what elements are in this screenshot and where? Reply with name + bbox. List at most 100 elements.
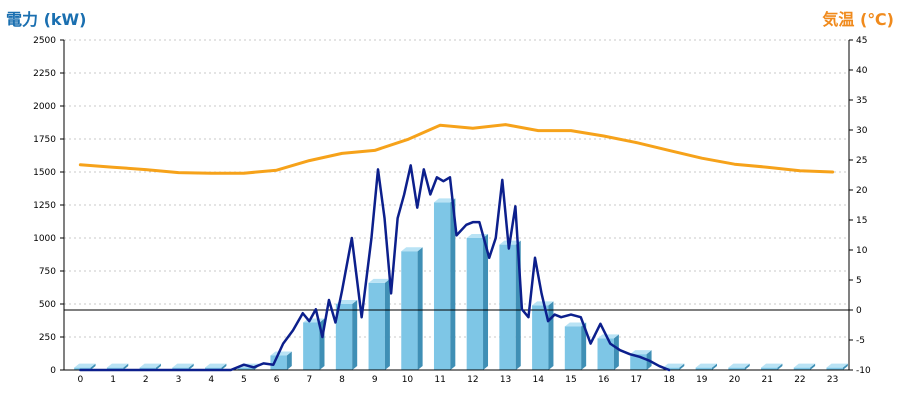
right-tick-label: -10	[856, 366, 871, 376]
bar-top	[761, 363, 783, 368]
bar-top	[662, 363, 685, 368]
bar-side	[221, 363, 227, 370]
x-tick-label: 1	[110, 375, 116, 385]
x-tick-label: 18	[663, 375, 675, 385]
bar-front	[793, 367, 811, 370]
right-tick-label: 25	[856, 156, 867, 166]
left-tick-label: 1750	[33, 135, 56, 145]
right-tick-label: 20	[856, 186, 868, 196]
bar-top	[695, 363, 717, 368]
bar-front	[237, 367, 255, 370]
bar-side	[450, 198, 456, 370]
left-tick-label: 1500	[33, 168, 56, 178]
bar-front	[401, 251, 418, 370]
x-tick-label: 19	[696, 375, 708, 385]
bar-side	[744, 363, 750, 370]
x-tick-label: 13	[500, 375, 511, 385]
left-tick-label: 2000	[33, 102, 56, 112]
x-tick-label: 5	[241, 375, 247, 385]
x-tick-label: 16	[598, 375, 610, 385]
bar-side	[810, 363, 816, 370]
bar-top	[630, 350, 652, 355]
right-tick-label: 15	[856, 216, 867, 226]
right-tick-label: 40	[856, 66, 868, 76]
bar-front	[564, 326, 582, 370]
left-tick-label: 1250	[33, 201, 56, 211]
bar-top	[793, 363, 816, 368]
bar-front	[728, 367, 745, 370]
bar-side	[417, 247, 423, 370]
bar-front	[597, 338, 614, 370]
bar-front	[335, 304, 353, 370]
x-tick-label: 3	[176, 375, 182, 385]
x-tick-label: 15	[565, 375, 576, 385]
right-tick-label: 35	[856, 96, 867, 106]
x-tick-label: 22	[794, 375, 805, 385]
bar-top	[433, 198, 456, 203]
bar-side	[548, 301, 554, 370]
bar-top	[270, 351, 292, 356]
x-tick-label: 2	[143, 375, 149, 385]
bar-top	[564, 322, 587, 327]
right-tick-label: 45	[856, 36, 867, 46]
bar-side	[679, 363, 685, 370]
bar-side	[777, 363, 783, 370]
bar-top	[368, 278, 390, 283]
right-axis-title: 気温 (℃)	[822, 10, 894, 29]
bar-top	[401, 247, 423, 252]
x-tick-label: 10	[402, 375, 414, 385]
x-tick-label: 20	[729, 375, 741, 385]
bar-top	[106, 363, 129, 368]
right-tick-label: 0	[856, 306, 862, 316]
right-tick-label: 5	[856, 276, 862, 286]
left-tick-label: 250	[39, 333, 56, 343]
bar-side	[384, 278, 390, 370]
temperature-line	[78, 123, 835, 175]
bar-top	[597, 334, 619, 339]
bar-side	[581, 322, 587, 370]
left-tick-label: 2500	[33, 36, 56, 46]
x-tick-label: 7	[306, 375, 312, 385]
bar-top	[139, 363, 161, 368]
bar-front	[303, 322, 320, 370]
x-tick-label: 12	[467, 375, 478, 385]
bar-side	[123, 363, 129, 370]
left-tick-label: 500	[39, 300, 56, 310]
bar-front	[662, 367, 680, 370]
bar-side	[613, 334, 619, 370]
x-tick-label: 21	[762, 375, 773, 385]
left-tick-label: 2250	[33, 69, 56, 79]
x-tick-label: 11	[434, 375, 445, 385]
left-axis-title: 電力 (kW)	[6, 10, 87, 29]
bar-front	[761, 367, 778, 370]
left-tick-label: 750	[39, 267, 56, 277]
bar-side	[188, 363, 194, 370]
bar-front	[532, 305, 549, 370]
bar-side	[352, 300, 358, 370]
right-tick-label: 30	[856, 126, 868, 136]
x-tick-label: 0	[77, 375, 83, 385]
x-tick-label: 23	[827, 375, 838, 385]
bar-side	[90, 363, 96, 370]
x-tick-label: 6	[274, 375, 280, 385]
bar-front	[466, 238, 484, 370]
bar-top	[205, 363, 227, 368]
bar-top	[74, 363, 96, 368]
bar-front	[499, 244, 516, 370]
bar-side	[711, 363, 717, 370]
bar-top	[172, 363, 194, 368]
bar-front	[433, 202, 451, 370]
x-tick-label: 17	[631, 375, 642, 385]
bar-side	[483, 234, 489, 370]
x-tick-label: 4	[208, 375, 214, 385]
bar-top	[728, 363, 750, 368]
right-tick-label: 10	[856, 246, 868, 256]
left-tick-label: 0	[50, 366, 56, 376]
x-tick-label: 9	[372, 375, 378, 385]
bar-side	[286, 351, 292, 370]
bar-front	[270, 355, 287, 370]
bar-front	[368, 282, 385, 370]
bar-front	[695, 367, 712, 370]
